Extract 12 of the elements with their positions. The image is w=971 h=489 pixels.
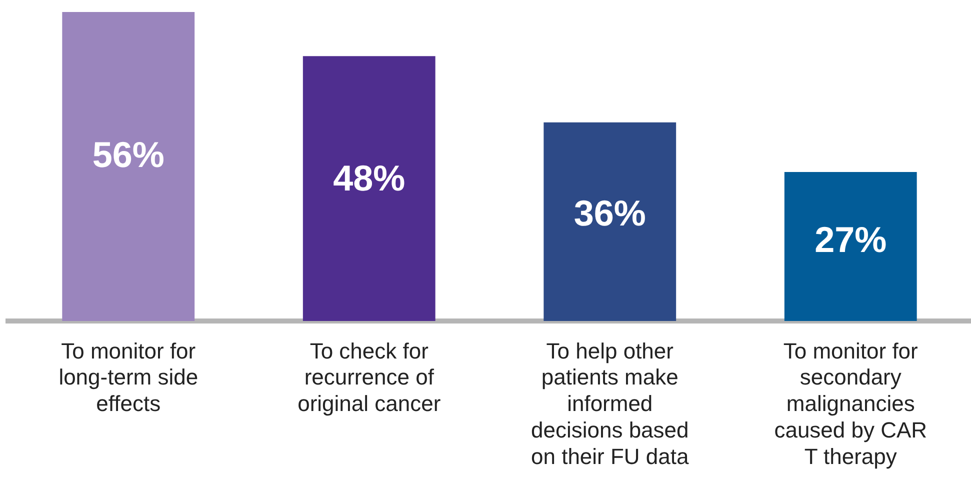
- x-tick-label: To check for recurrence of original cancer: [298, 338, 441, 416]
- x-tick-label: To monitor for long-term side effects: [58, 338, 198, 416]
- data-label: 36%: [574, 192, 646, 234]
- data-label: 48%: [333, 158, 406, 199]
- data-label: 56%: [92, 134, 164, 176]
- data-label: 27%: [814, 218, 887, 260]
- x-tick-label: To help other patients make informed decisions based on their FU data: [530, 338, 690, 469]
- bar: [784, 172, 917, 321]
- bar: [302, 56, 436, 321]
- x-tick-label: To monitor for secondary malignancies caused by CAR T therapy: [774, 338, 928, 469]
- bar: [62, 12, 195, 321]
- bar: [544, 122, 676, 321]
